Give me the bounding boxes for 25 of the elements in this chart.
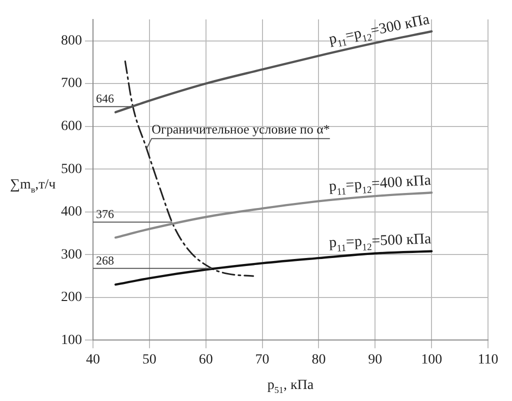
line-series bbox=[114, 250, 433, 286]
y-tick-label: 200 bbox=[61, 290, 82, 306]
text: p11=p12=300 кПа bbox=[328, 12, 432, 50]
x-tick-label: 110 bbox=[478, 352, 498, 368]
series-label: p11=p12=400 кПа bbox=[328, 172, 432, 198]
y-tick-label: 400 bbox=[61, 204, 82, 220]
y-tick-label: 300 bbox=[61, 247, 82, 262]
y-tick-label: 800 bbox=[61, 33, 82, 48]
x-tick-label: 60 bbox=[198, 352, 213, 368]
y-tick-label: 700 bbox=[61, 76, 82, 92]
ref-line-label: 268 bbox=[96, 253, 114, 268]
x-tick-label: 50 bbox=[142, 352, 156, 368]
annotation: Ограничительное условие по α* bbox=[152, 122, 330, 137]
x-tick-label: 70 bbox=[255, 352, 270, 368]
x-tick-label: 90 bbox=[368, 352, 382, 368]
ref-line-label: 646 bbox=[96, 92, 114, 106]
x-tick-label: 100 bbox=[421, 352, 442, 368]
x-tick-label: 40 bbox=[86, 352, 100, 368]
ref-line-label: 376 bbox=[96, 207, 114, 222]
y-tick-label: 100 bbox=[61, 332, 82, 348]
line-series bbox=[124, 60, 254, 277]
y-tick-label: 600 bbox=[61, 119, 82, 134]
series-label: p11=p12=500 кПа bbox=[328, 231, 432, 254]
y-tick-label: 500 bbox=[61, 162, 82, 177]
x-tick-label: 80 bbox=[312, 352, 326, 368]
